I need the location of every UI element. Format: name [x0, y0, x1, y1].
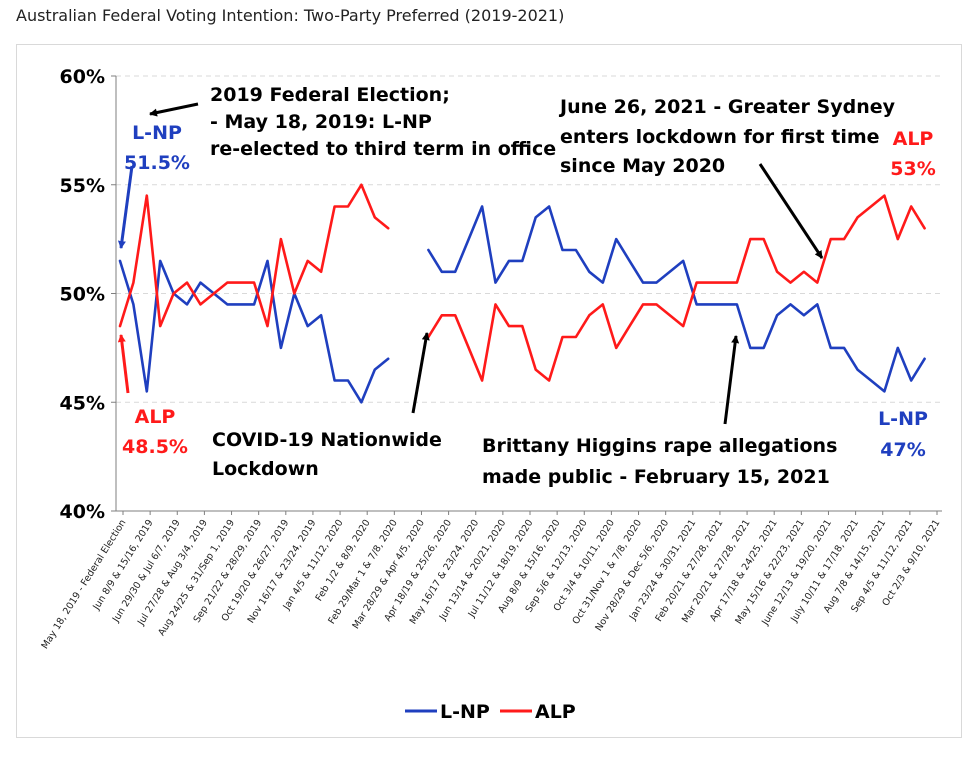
annotation-covid-line-1: COVID-19 Nationwide	[212, 429, 442, 451]
annotation-higgins: Brittany Higgins rape allegations made p…	[482, 335, 837, 488]
series-line-alp	[427, 194, 926, 382]
y-tick-label: 50%	[60, 284, 105, 306]
annotation-alp-start-value: 48.5%	[122, 436, 188, 458]
annotation-alp-start: ALP 48.5%	[117, 334, 188, 458]
legend-label-lnp: L-NP	[440, 701, 490, 723]
annotation-election: 2019 Federal Election; - May 18, 2019: L…	[149, 84, 556, 160]
annotation-covid-arrow	[411, 332, 430, 414]
annotation-sydney-line-3: since May 2020	[560, 155, 725, 177]
annotation-higgins-line-1: Brittany Higgins rape allegations	[482, 435, 837, 457]
annotation-covid: COVID-19 Nationwide Lockdown	[212, 332, 442, 480]
legend-label-alp: ALP	[535, 701, 576, 723]
annotation-lnp-start-value: 51.5%	[124, 152, 190, 174]
annotation-sydney: June 26, 2021 - Greater Sydney enters lo…	[558, 96, 896, 259]
annotation-lnp-start-arrow	[117, 165, 134, 249]
chart-frame	[16, 44, 962, 738]
annotation-alp-end-label: ALP	[893, 128, 934, 150]
annotation-higgins-line-2: made public - February 15, 2021	[482, 466, 830, 488]
annotation-lnp-start: L-NP 51.5%	[117, 122, 190, 249]
annotation-covid-line-2: Lockdown	[212, 458, 319, 480]
annotation-alp-end-value: 53%	[890, 158, 935, 180]
annotation-lnp-start-label: L-NP	[132, 122, 182, 144]
annotation-sydney-line-1: June 26, 2021 - Greater Sydney	[558, 96, 896, 118]
annotation-election-arrow	[149, 102, 199, 117]
annotation-alp-end: ALP 53%	[890, 128, 935, 180]
annotation-lnp-end-value: 47%	[880, 439, 925, 461]
annotation-election-line-3: re-elected to third term in office	[210, 138, 556, 160]
annotation-sydney-arrow	[758, 163, 824, 259]
page-title: Australian Federal Voting Intention: Two…	[16, 6, 565, 25]
series-line-lnp	[118, 259, 390, 404]
grid-lines	[116, 75, 942, 403]
legend: L-NP ALP	[405, 701, 576, 723]
series-line-alp	[118, 183, 390, 328]
y-tick-labels: 40% 45% 50% 55% 60%	[60, 66, 116, 523]
annotation-lnp-end: L-NP 47%	[878, 408, 928, 461]
annotation-alp-start-label: ALP	[135, 406, 176, 428]
annotation-lnp-end-label: L-NP	[878, 408, 928, 430]
series-line-lnp	[427, 205, 926, 393]
y-tick-label: 45%	[60, 392, 105, 414]
annotation-higgins-arrow	[723, 335, 740, 425]
y-tick-label: 40%	[60, 501, 105, 523]
annotation-alp-start-arrow	[117, 334, 130, 394]
series-lines	[118, 183, 926, 404]
y-tick-label: 55%	[60, 175, 105, 197]
annotation-election-line-2: - May 18, 2019: L-NP	[210, 111, 432, 133]
y-tick-label: 60%	[60, 66, 105, 88]
annotation-election-line-1: 2019 Federal Election;	[210, 84, 450, 106]
annotation-sydney-line-2: enters lockdown for first time	[560, 126, 880, 148]
